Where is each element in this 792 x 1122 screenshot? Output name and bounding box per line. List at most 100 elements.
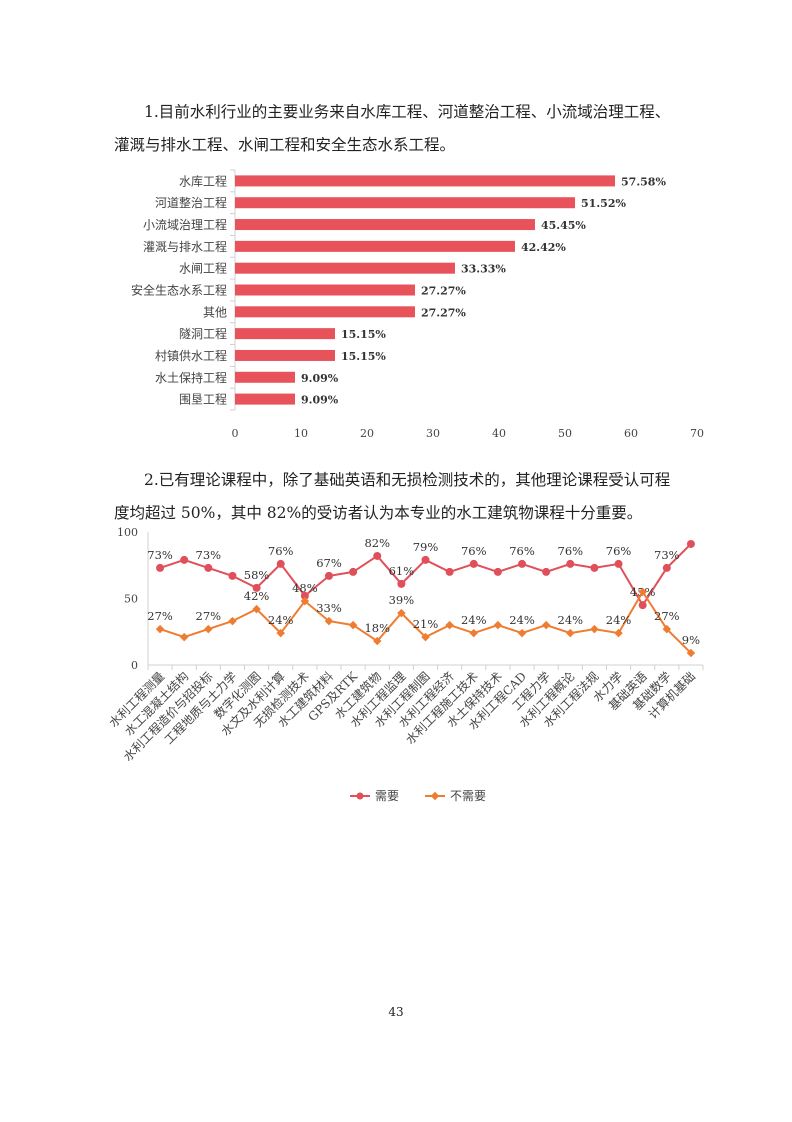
bar	[235, 262, 455, 274]
data-label: 76%	[558, 544, 584, 558]
data-point	[493, 620, 503, 630]
data-point	[590, 563, 599, 572]
category-label: 其他	[203, 305, 227, 319]
data-point	[662, 563, 671, 572]
data-label: 27.27%	[421, 306, 466, 319]
data-point	[397, 579, 406, 588]
bar-chart: 水库工程 57.58% 河道整治工程 51.52% 小流域治理工程 45.45% 灌溉与排水…	[131, 169, 704, 440]
data-label: 33.33%	[461, 263, 506, 276]
paragraph-2-line-2: 度均超过 50%，其中 82%的受访者认为本专业的水工建筑物课程十分重要。	[114, 504, 643, 522]
data-point	[349, 567, 358, 576]
x-tick-label: 60	[624, 427, 638, 440]
data-point	[155, 624, 165, 634]
data-label: 61%	[389, 564, 415, 578]
x-tick-label: 50	[558, 427, 572, 440]
x-tick-label: 40	[492, 427, 506, 440]
line-chart: 0 50 100 73% 73% 58% 76% 67% 82% 61% 79% 76% 76% 76% 7…	[106, 526, 704, 803]
x-tick-label: 30	[426, 427, 440, 440]
data-label: 24%	[509, 613, 535, 627]
data-label: 76%	[268, 544, 294, 558]
data-label: 24%	[461, 613, 487, 627]
category-label: 水库工程	[179, 173, 227, 188]
category-label: 安全生态水系工程	[131, 283, 227, 298]
bar	[235, 284, 415, 296]
category-label: 灌溉与排水工程	[143, 239, 227, 254]
data-label: 45.45%	[541, 219, 586, 232]
bar	[235, 393, 295, 405]
data-point	[686, 539, 695, 548]
bar	[235, 349, 335, 361]
data-label: 9%	[682, 633, 700, 647]
data-point	[179, 632, 189, 642]
category-label: 小流域治理工程	[143, 217, 227, 232]
data-point	[204, 624, 213, 634]
page-number: 43	[388, 1005, 404, 1019]
category-label: 围垦工程	[179, 392, 227, 407]
legend-marker	[356, 792, 364, 800]
data-label: 24%	[558, 613, 584, 627]
data-label: 51.52%	[581, 197, 626, 210]
data-point	[686, 648, 696, 658]
data-label: 15.15%	[341, 328, 386, 341]
data-label: 27%	[196, 609, 222, 623]
x-tick-label: 10	[294, 427, 308, 440]
data-point	[228, 616, 237, 626]
data-point	[517, 628, 527, 638]
bar	[235, 328, 335, 340]
data-point	[348, 620, 358, 630]
data-label: 33%	[316, 601, 342, 615]
data-point	[445, 620, 454, 630]
data-label: 9.09%	[301, 394, 339, 407]
data-label: 73%	[196, 548, 222, 562]
y-tick-label: 50	[124, 593, 138, 606]
data-point	[204, 563, 213, 572]
data-label: 24%	[606, 613, 632, 627]
y-tick-label: 0	[131, 659, 138, 672]
data-label: 27%	[654, 609, 680, 623]
bar	[235, 175, 616, 187]
data-label: 82%	[364, 536, 390, 550]
data-point	[469, 628, 479, 638]
data-label: 27%	[147, 609, 173, 623]
data-point	[542, 567, 551, 576]
data-point	[324, 571, 333, 580]
paragraph-1: 1.目前水利行业的主要业务来自水库工程、河道整治工程、小流域治理工程、 灌溉与排…	[114, 96, 714, 162]
data-point	[276, 628, 285, 638]
data-label: 76%	[606, 544, 632, 558]
data-point	[541, 620, 551, 630]
data-label: 15.15%	[341, 350, 386, 363]
data-point	[518, 559, 527, 568]
data-label: 58%	[244, 568, 270, 582]
data-label: 57.58%	[621, 175, 666, 188]
paragraph-1-line-2: 灌溉与排水工程、水闸工程和安全生态水系工程。	[114, 136, 456, 154]
data-point	[566, 628, 575, 638]
data-label: 73%	[147, 548, 173, 562]
data-point	[276, 559, 285, 568]
data-point	[421, 555, 430, 564]
data-label: 18%	[364, 621, 390, 635]
data-point	[614, 628, 623, 638]
data-point	[638, 601, 647, 610]
paragraph-2: 2.已有理论课程中，除了基础英语和无损检测技术的，其他理论课程受认可程 度均超过…	[114, 464, 714, 530]
paragraph-2-line-1: 2.已有理论课程中，除了基础英语和无损检测技术的，其他理论课程受认可程	[144, 471, 671, 489]
data-point	[493, 567, 502, 576]
category-label: 隧洞工程	[179, 326, 227, 341]
data-label: 48%	[292, 581, 318, 595]
bar	[235, 306, 415, 318]
data-point	[156, 563, 165, 572]
data-label: 76%	[509, 544, 535, 558]
data-point	[469, 559, 478, 568]
data-point	[614, 559, 623, 568]
data-point	[324, 616, 334, 626]
x-tick-label: 20	[360, 427, 374, 440]
paragraph-1-line-1: 1.目前水利行业的主要业务来自水库工程、河道整治工程、小流域治理工程、	[144, 103, 671, 121]
data-point	[300, 596, 310, 606]
data-point	[300, 591, 309, 600]
data-point	[662, 624, 672, 634]
x-tick-label: 0	[232, 427, 239, 440]
data-point	[180, 555, 189, 564]
category-label: 水土保持工程	[155, 370, 227, 385]
category-label: 水闸工程	[179, 261, 227, 276]
data-point	[372, 636, 382, 646]
